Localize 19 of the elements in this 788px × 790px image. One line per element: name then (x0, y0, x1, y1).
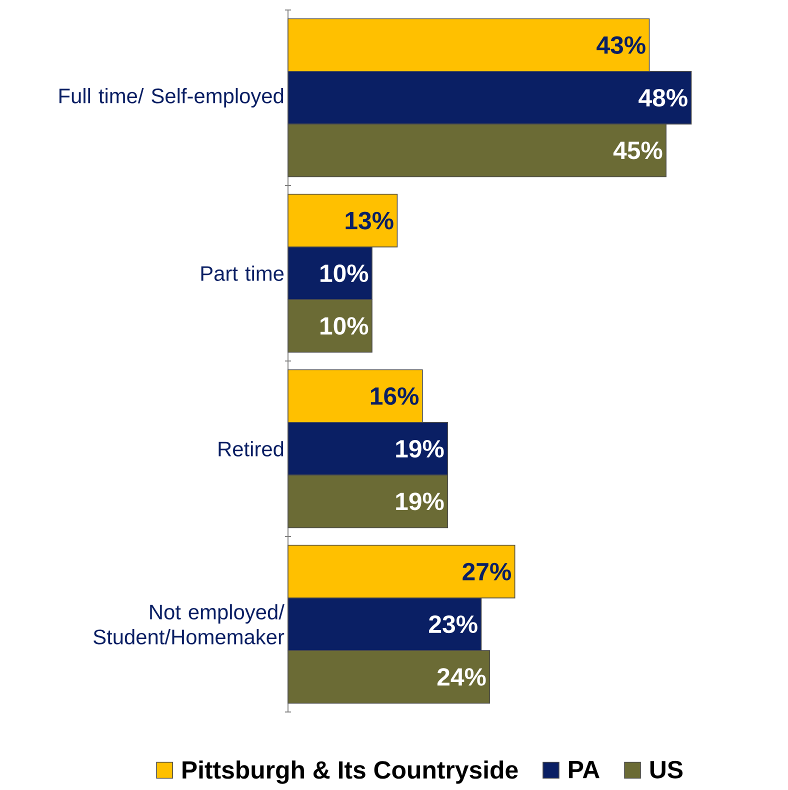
data-label: 10% (320, 264, 368, 282)
data-label: 19% (396, 440, 444, 458)
y-tick-label: Part time (201, 266, 284, 281)
legend-label: Pittsburgh & Its Countryside (182, 760, 518, 784)
data-label: 43% (596, 36, 646, 54)
data-label: 13% (346, 212, 394, 230)
data-label: 24% (437, 668, 486, 686)
data-label: 19% (396, 492, 444, 510)
y-tick-label: Not employed/ Student/Homemaker (94, 604, 284, 644)
data-label: 48% (638, 88, 688, 107)
legend-label: US (650, 760, 683, 778)
data-label: 45% (613, 142, 662, 160)
y-tick-label: Retired (218, 441, 284, 456)
data-label: 27% (462, 562, 511, 580)
data-label: 16% (370, 387, 419, 405)
data-label: 10% (320, 317, 368, 335)
legend-label: PA (569, 760, 600, 778)
data-label: 23% (429, 615, 478, 634)
y-tick-label: Full time/ Self-employed (59, 88, 284, 108)
